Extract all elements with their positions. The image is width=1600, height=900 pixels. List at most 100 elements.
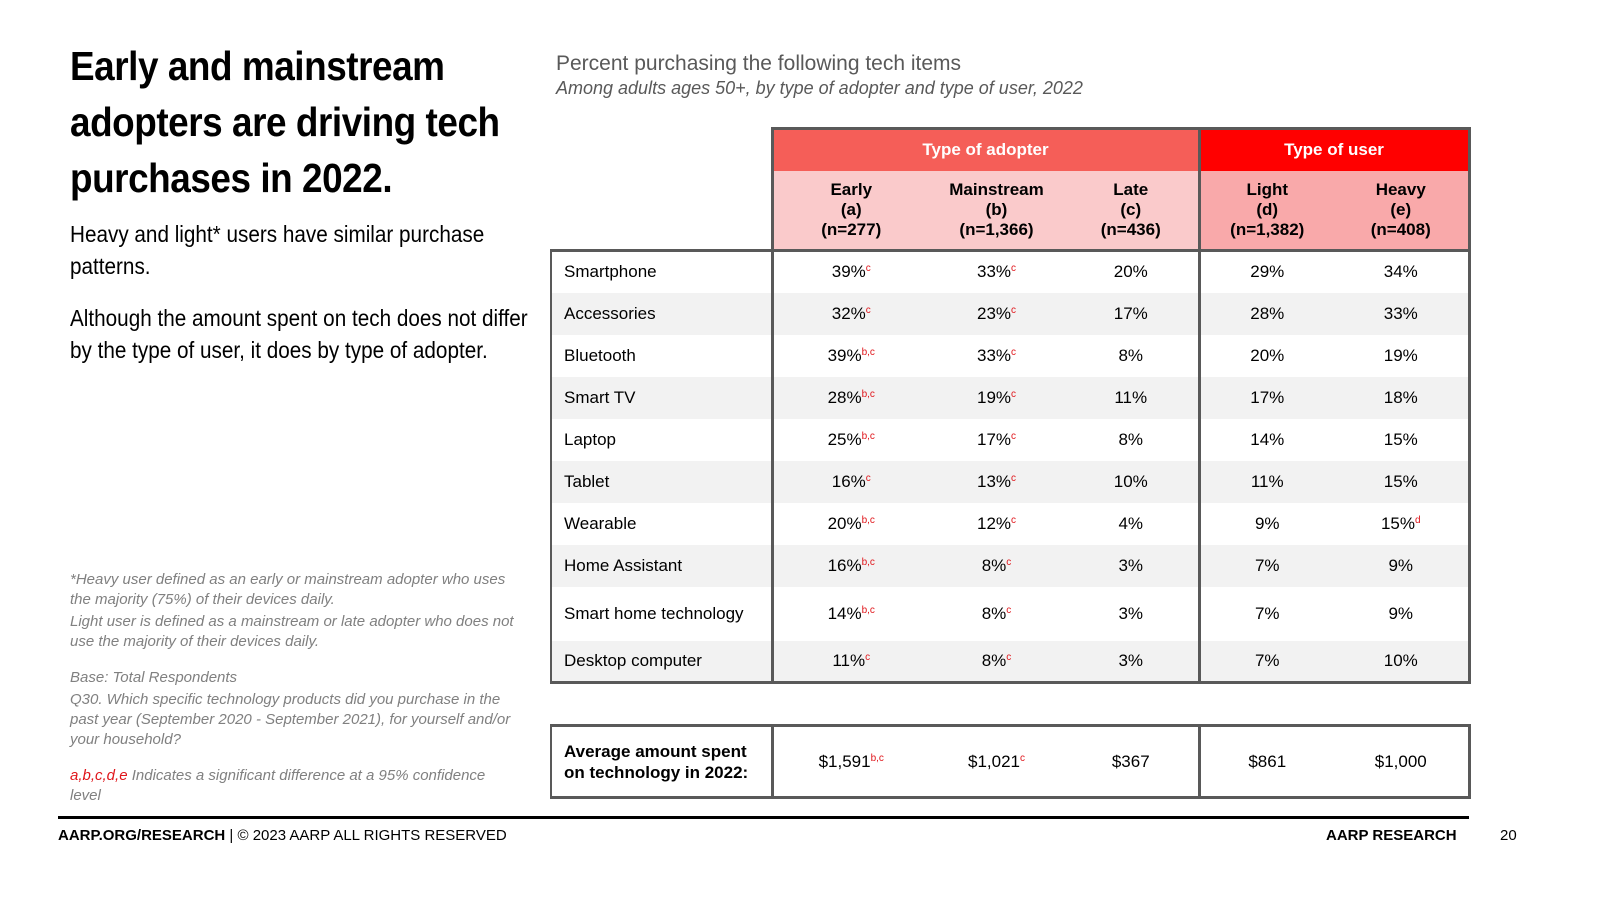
value: 16% [827, 555, 862, 575]
significance-marker: b,c [861, 346, 875, 358]
value: 39% [827, 345, 862, 365]
value-cell: 39%c [770, 249, 929, 293]
value-cell: 9% [1197, 502, 1334, 545]
value: 11% [1250, 471, 1284, 491]
row-label: Laptop [550, 418, 772, 461]
question-note: Q30. Which specific technology products … [70, 691, 511, 748]
column-code: (a) [840, 199, 862, 219]
value-cell: 7% [1197, 640, 1334, 684]
value: 12% [976, 513, 1012, 533]
value: 18% [1383, 387, 1418, 407]
significance-marker: b,c [861, 514, 875, 526]
table-row: Smart TV 28%b,c 19%c 11% 17% 18% [550, 376, 1471, 419]
summary-para-2: Although the amount spent on tech does n… [70, 305, 528, 363]
value: 34% [1383, 262, 1418, 282]
row-label: Smartphone [550, 249, 772, 293]
significance-marker: c [1006, 604, 1012, 616]
column-code: (c) [1120, 199, 1142, 219]
value-cell: 29% [1197, 249, 1334, 293]
value-cell: 8% [1064, 335, 1199, 377]
value: 29% [1250, 262, 1285, 282]
value: 14% [1250, 429, 1285, 449]
column-name: Late [1113, 179, 1149, 199]
significance-marker: b,c [870, 752, 884, 764]
table-row: Home Assistant 16%b,c 8%c 3% 7% 9% [550, 544, 1471, 587]
table-row: Accessories 32%c 23%c 17% 28% 33% [550, 292, 1471, 335]
value: 32% [831, 303, 866, 323]
column-n: (n=408) [1370, 219, 1431, 239]
footer-left: AARP.ORG/RESEARCH | © 2023 AARP ALL RIGH… [58, 827, 507, 844]
value: 9% [1254, 513, 1280, 533]
table-row: Wearable 20%b,c 12%c 4% 9% 15%d [550, 502, 1471, 545]
value: 7% [1254, 555, 1280, 575]
value: 11% [832, 650, 866, 670]
significance-marker: c [1011, 388, 1017, 400]
average-spend-table: Average amount spent on technology in 20… [550, 724, 1471, 799]
row-label: Smart home technology [550, 586, 772, 641]
value-cell: 32%c [770, 292, 929, 335]
column-name: Early [830, 179, 873, 199]
value-cell: 8% [1064, 419, 1199, 461]
value: 7% [1254, 603, 1280, 623]
value: 10% [1383, 650, 1418, 670]
value-cell: 17% [1197, 376, 1334, 419]
row-label: Desktop computer [550, 640, 772, 684]
value-cell: 23%c [929, 293, 1064, 335]
significance-marker: c [1006, 651, 1012, 663]
value-cell: 10% [1064, 461, 1199, 503]
sig-text: Indicates a significant difference at a … [70, 767, 486, 804]
value: 10% [1113, 471, 1148, 491]
significance-marker: d [1414, 514, 1421, 526]
footnotes: *Heavy user defined as an early or mains… [70, 570, 520, 808]
table-row: Desktop computer 11%c 8%c 3% 7% 10% [550, 640, 1471, 684]
value-cell: 20% [1064, 249, 1199, 293]
significance-marker: c [1011, 472, 1017, 484]
value-cell: 14%b,c [770, 586, 929, 641]
value: 8% [1118, 429, 1144, 449]
note-heavy: *Heavy user defined as an early or mains… [70, 571, 506, 608]
value: 19% [976, 387, 1012, 407]
significance-marker: b,c [861, 388, 875, 400]
value-cell: 15% [1334, 418, 1471, 461]
significance-marker: c [865, 263, 871, 275]
left-column: Early and mainstream adopters are drivin… [70, 38, 540, 808]
value-cell: 34% [1334, 249, 1471, 293]
column-header: Early (a) (n=277) [770, 170, 929, 251]
value: 8% [981, 555, 1007, 575]
column-code: (b) [985, 199, 1008, 219]
value: $1,021 [968, 751, 1020, 771]
page-number: 20 [1500, 827, 1517, 844]
significance-marker: c [1011, 346, 1017, 358]
value-cell: $1,021c [929, 724, 1064, 799]
column-n: (n=1,382) [1230, 219, 1305, 239]
row-label: Home Assistant [550, 544, 772, 587]
value-cell: 16%b,c [770, 544, 929, 587]
value-cell: 3% [1064, 587, 1199, 641]
row-label: Accessories [550, 292, 772, 335]
footer-brand: AARP RESEARCH [1326, 827, 1457, 844]
value-cell: 17%c [929, 419, 1064, 461]
value-cell: 3% [1064, 545, 1199, 587]
value: 33% [1383, 303, 1418, 323]
column-name: Mainstream [949, 179, 1044, 199]
value-cell: 14% [1197, 418, 1334, 461]
value-cell: $1,591b,c [770, 724, 929, 799]
significance-marker: b,c [861, 556, 875, 568]
column-code: (d) [1256, 199, 1279, 219]
value: 15% [1383, 429, 1418, 449]
value: 14% [827, 603, 862, 623]
column-header: Light (d) (n=1,382) [1197, 170, 1334, 251]
group-type-of-user: Type of user [1197, 127, 1471, 171]
value-cell: 9% [1334, 586, 1471, 641]
base-note: Base: Total Respondents [70, 669, 238, 686]
value: 25% [827, 429, 862, 449]
value-cell: 7% [1197, 544, 1334, 587]
summary-para-1: Heavy and light* users have similar purc… [70, 221, 485, 279]
avg-label: Average amount spent on technology in 20… [550, 724, 772, 799]
value-cell: 15%d [1334, 502, 1471, 545]
value: 11% [1114, 387, 1148, 407]
value: 15% [1380, 513, 1415, 533]
significance-marker: c [1011, 514, 1017, 526]
value: 17% [1113, 303, 1148, 323]
value-cell: 16%c [770, 460, 929, 503]
